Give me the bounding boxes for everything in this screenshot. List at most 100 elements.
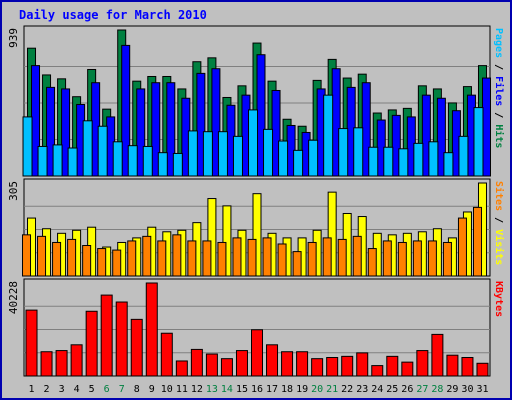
day-label: 4 <box>74 384 80 395</box>
bar-pages <box>413 142 424 177</box>
day-label: 13 <box>206 384 218 395</box>
bar-pages <box>248 109 258 177</box>
day-label: 24 <box>371 384 383 395</box>
bar-kbytes <box>160 332 173 377</box>
bar-kbytes <box>296 351 309 377</box>
bar-sites <box>277 243 287 277</box>
bar-pages <box>127 145 138 177</box>
bar-pages <box>308 139 319 177</box>
bar-files <box>61 88 71 177</box>
bar-kbytes <box>371 365 384 377</box>
bar-sites <box>427 240 437 277</box>
bar-pages <box>278 140 289 177</box>
bar-visits <box>252 193 262 277</box>
bar-sites <box>37 235 47 277</box>
bar-sites <box>472 206 482 277</box>
bar-files <box>436 97 446 177</box>
day-label: 29 <box>446 384 458 395</box>
bar-sites <box>292 251 302 277</box>
day-labels: 1 2 3 4 5 6 7 8 9 10 11 12 13 14 15 16 17 18 19 20 21 22 23 24 2… <box>29 384 489 395</box>
bar-sites <box>127 240 137 277</box>
bar-kbytes <box>431 333 444 377</box>
y-max-label: 939 <box>7 28 20 48</box>
bar-kbytes <box>55 350 68 377</box>
bar-pages <box>383 146 394 177</box>
bar-files <box>421 94 431 177</box>
bar-visits <box>222 205 232 277</box>
bar-sites <box>157 240 167 277</box>
bar-sites <box>367 248 377 277</box>
bar-pages <box>157 152 168 177</box>
bar-kbytes <box>115 301 128 377</box>
bar-kbytes <box>145 282 158 377</box>
bar-sites <box>262 237 272 277</box>
day-label: 30 <box>461 384 473 395</box>
bar-pages <box>202 131 213 177</box>
day-label: 7 <box>119 384 125 395</box>
bar-sites <box>307 241 317 277</box>
day-label: 28 <box>431 384 443 395</box>
day-label: 11 <box>176 384 188 395</box>
bar-pages <box>368 146 379 177</box>
day-label: 26 <box>401 384 413 395</box>
bar-files <box>121 44 131 177</box>
panel-kbytes: 40228 KBytes <box>7 278 504 377</box>
day-label: 18 <box>281 384 293 395</box>
bar-kbytes <box>311 358 324 377</box>
bar-pages <box>473 107 484 177</box>
bar-kbytes <box>476 362 489 377</box>
bar-pages <box>22 116 33 177</box>
bar-kbytes <box>85 310 98 377</box>
axis-label-part: KBytes <box>493 281 504 317</box>
series-files <box>31 44 491 177</box>
bar-sites <box>322 237 332 277</box>
bar-pages <box>232 135 243 177</box>
series-pages <box>22 94 484 177</box>
day-label: 19 <box>296 384 308 395</box>
day-label: 22 <box>341 384 353 395</box>
panel-sites-visits: 305 Sites / Visits <box>7 178 505 277</box>
bar-pages <box>323 94 334 177</box>
bar-sites <box>397 241 407 277</box>
day-label: 9 <box>149 384 155 395</box>
bar-sites <box>457 217 467 277</box>
bar-files <box>196 72 206 177</box>
bar-visits <box>207 198 217 277</box>
chart-panels: 939 Pages / Files / Hits 305 Sites / Visits… <box>7 25 505 377</box>
bar-files <box>391 114 401 177</box>
axis-label-part: Pages <box>493 28 504 58</box>
day-label: 20 <box>311 384 323 395</box>
bar-kbytes <box>386 355 399 377</box>
axis-label: KBytes <box>493 281 504 317</box>
day-label: 12 <box>191 384 203 395</box>
bar-sites <box>232 237 242 277</box>
bar-pages <box>52 144 63 177</box>
y-max-label: 305 <box>7 181 20 201</box>
bar-sites <box>352 235 362 277</box>
bar-kbytes <box>205 353 218 377</box>
bar-sites <box>22 234 32 277</box>
bar-sites <box>337 238 347 277</box>
bar-kbytes <box>461 357 474 377</box>
bar-files <box>166 82 176 177</box>
bar-pages <box>187 130 198 177</box>
day-label: 10 <box>161 384 173 395</box>
bar-sites <box>82 245 92 277</box>
bar-kbytes <box>235 350 248 377</box>
bar-files <box>211 68 221 177</box>
bar-files <box>151 82 161 177</box>
bar-sites <box>247 238 257 277</box>
day-label: 21 <box>326 384 338 395</box>
day-label: 15 <box>236 384 248 395</box>
bar-sites <box>217 241 227 277</box>
axis-label-part: Visits <box>493 229 505 265</box>
day-label: 23 <box>356 384 368 395</box>
bar-sites <box>187 240 197 277</box>
axis-label-part: / <box>493 58 504 76</box>
bar-visits <box>327 191 337 277</box>
chart-title: Daily usage for March 2010 <box>19 8 207 22</box>
bar-pages <box>67 147 78 177</box>
bar-kbytes <box>175 360 188 377</box>
bar-kbytes <box>25 309 38 377</box>
series-kbytes <box>25 282 489 377</box>
